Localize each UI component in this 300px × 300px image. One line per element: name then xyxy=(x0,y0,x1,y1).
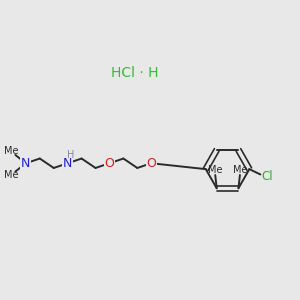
Text: N: N xyxy=(21,157,31,170)
Text: Me: Me xyxy=(4,146,18,157)
Text: Me: Me xyxy=(208,165,222,175)
Text: Me: Me xyxy=(4,170,18,180)
Text: Cl: Cl xyxy=(261,170,273,183)
Text: O: O xyxy=(104,157,114,170)
Text: Me: Me xyxy=(233,165,248,175)
Text: O: O xyxy=(146,157,156,170)
Text: HCl · H: HCl · H xyxy=(111,66,158,80)
Text: N: N xyxy=(63,157,72,170)
Text: H: H xyxy=(68,150,75,160)
